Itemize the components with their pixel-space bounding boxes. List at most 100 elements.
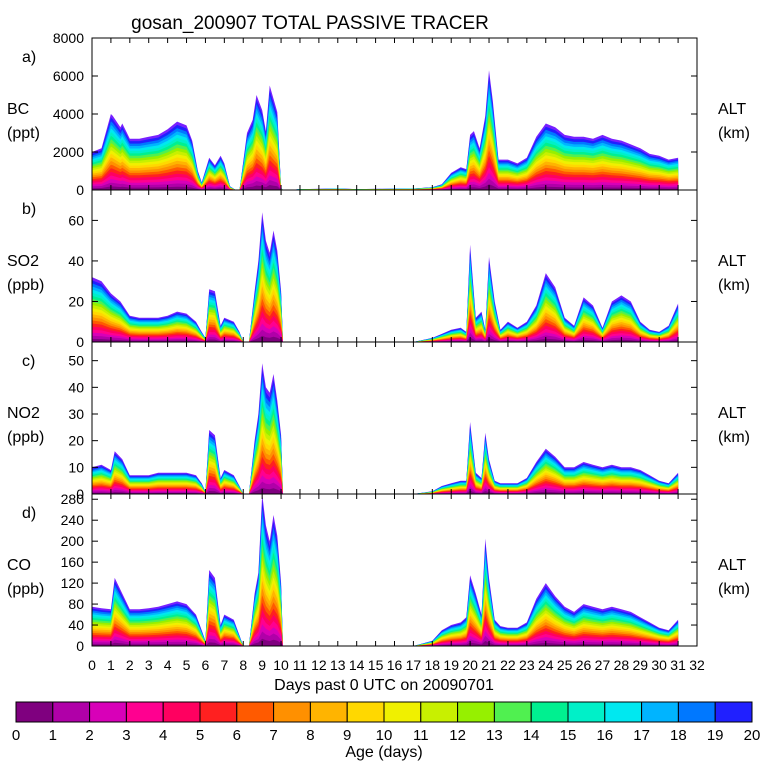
panel-a-ytick-label: 8000 [53,30,84,46]
x-tick-label: 25 [557,657,573,673]
panel-a-yunit: (ppt) [7,125,40,142]
x-tick-label: 5 [183,657,191,673]
panel-a: 0 2000 4000 6000 8000 a) BC (ppt) ALT (km) [7,30,750,198]
colorbar-swatch-1 [52,701,91,723]
x-tick-label: 31 [670,657,686,673]
colorbar-tick-label: 13 [486,727,503,744]
panel-a-right-unit: (km) [718,125,750,142]
panel-b-right-label: ALT [718,253,746,270]
panel-c-yunit: (ppb) [7,429,44,446]
panel-b-age-layer-0 [92,335,679,342]
panel-b-ylabel: SO2 [7,253,39,270]
colorbar-tick-label: 15 [560,727,577,744]
panel-a-ytick-label: 2000 [53,144,84,160]
colorbar-tick-label: 6 [233,727,241,744]
colorbar-swatch-10 [383,701,422,723]
panel-d-right-unit: (km) [718,581,750,598]
x-tick-label: 15 [368,657,384,673]
x-tick-label: 13 [330,657,346,673]
panel-c-ytick-label: 0 [76,486,84,502]
x-tick-label: 21 [481,657,497,673]
panel-d-ytick-label: 280 [61,491,85,507]
colorbar-tick-label: 7 [269,727,277,744]
x-tick-label: 3 [145,657,153,673]
chart-title: gosan_200907 TOTAL PASSIVE TRACER [131,13,489,34]
panel-c-right-unit: (km) [718,429,750,446]
colorbar-tick-label: 0 [12,727,20,744]
panel-d-label: d) [22,505,36,522]
panel-d-ytick-label: 200 [61,533,85,549]
colorbar-label: Age (days) [345,744,422,761]
panel-a-age-layer-2 [92,172,679,190]
colorbar-tick-label: 11 [413,727,429,744]
x-axis-tick-labels: 0 1 2 3 4 5 6 7 8 9 10 11 12 13 14 15 16 17 18 19 20 21 22 23 24… [88,657,705,673]
x-tick-label: 27 [595,657,611,673]
colorbar-swatch-11 [420,701,459,723]
panel-a-y-ticks: 0 2000 4000 6000 8000 [53,30,698,198]
panel-d-ytick-label: 40 [68,617,84,633]
x-tick-label: 14 [349,657,365,673]
colorbar-tick-label: 3 [122,727,130,744]
x-tick-label: 28 [614,657,630,673]
panel-b-y-ticks: 0 20 40 60 [68,190,698,350]
x-tick-label: 20 [462,657,478,673]
panel-c-ytick-label: 30 [68,406,84,422]
colorbar-tick-label: 10 [376,727,393,744]
colorbar-swatch-16 [604,701,643,723]
colorbar-swatch-18 [677,701,716,723]
colorbar-tick-label: 18 [670,727,687,744]
colorbar-swatch-13 [493,701,532,723]
x-tick-label: 10 [273,657,289,673]
colorbar-tick-label: 8 [306,727,314,744]
x-tick-label: 18 [425,657,441,673]
x-tick-label: 22 [500,657,516,673]
x-tick-label: 19 [443,657,459,673]
colorbar-tick-label: 12 [449,727,466,744]
colorbar-tick-label: 16 [596,727,613,744]
colorbar-swatch-12 [457,701,495,723]
x-tick-label: 17 [406,657,422,673]
colorbar-tick-label: 17 [633,727,650,744]
x-tick-label: 24 [538,657,554,673]
panel-d-ytick-label: 240 [61,512,85,528]
colorbar-swatch-14 [530,701,569,723]
panel-d: 0 40 80 120 160 200 240 280 d) CO (ppb) ALT (km… [7,491,750,654]
colorbar [15,701,753,723]
x-tick-label: 0 [88,657,96,673]
colorbar-tick-label: 20 [744,727,761,744]
panel-a-ytick-label: 0 [76,182,84,198]
x-tick-label: 9 [258,657,266,673]
x-tick-label: 4 [164,657,172,673]
colorbar-tick-label: 9 [343,727,351,744]
colorbar-swatch-15 [567,701,606,723]
panel-a-ytick-label: 6000 [53,68,84,84]
panel-d-ytick-label: 0 [76,638,84,654]
panel-a-ytick-label: 4000 [53,106,84,122]
colorbar-tick-label: 1 [49,727,57,744]
x-tick-label: 23 [519,657,535,673]
panel-c-ylabel: NO2 [7,405,40,422]
panel-b-area-stack [92,212,679,342]
colorbar-swatch-3 [125,701,164,723]
panel-b: 0 20 40 60 b) SO2 (ppb) ALT (km) [7,189,750,350]
panel-c-label: c) [22,353,35,370]
x-tick-label: 8 [239,657,247,673]
x-tick-label: 26 [576,657,592,673]
colorbar-swatch-5 [199,701,238,723]
panel-a-label: a) [22,49,36,66]
x-tick-label: 7 [220,657,228,673]
panel-b-ytick-label: 20 [68,293,84,309]
panel-c-area-stack [92,363,679,494]
colorbar-tick-label: 2 [85,727,93,744]
panel-d-ytick-label: 120 [61,575,85,591]
colorbar-swatch-17 [641,701,679,723]
colorbar-swatch-0 [15,701,54,723]
panel-d-ytick-label: 160 [61,554,85,570]
panel-d-age-layer-0 [92,638,679,646]
panel-d-y-ticks: 0 40 80 120 160 200 240 280 [61,491,698,654]
colorbar-swatch-4 [162,701,201,723]
panel-d-right-label: ALT [718,557,746,574]
panel-a-right-label: ALT [718,101,746,118]
panel-c-right-label: ALT [718,405,746,422]
x-tick-label: 29 [632,657,648,673]
